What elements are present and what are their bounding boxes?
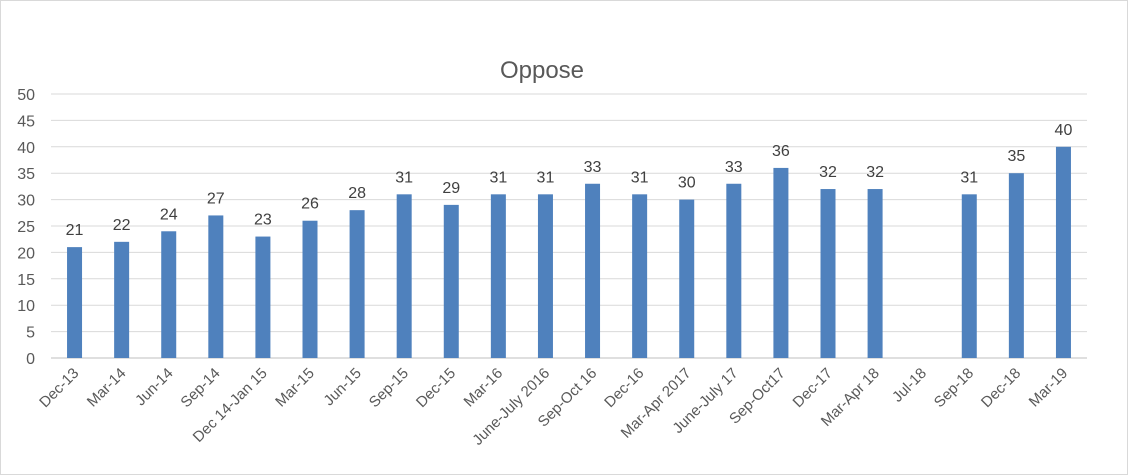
data-label: 36: [772, 143, 790, 160]
data-label: 31: [537, 169, 555, 186]
data-label: 31: [960, 169, 978, 186]
bar: [1008, 173, 1024, 358]
y-tick-label: 25: [17, 219, 35, 236]
x-tick-label: Sep-14: [177, 365, 223, 411]
y-tick-label: 35: [17, 166, 35, 183]
bar: [255, 236, 271, 358]
y-tick-label: 30: [17, 193, 35, 210]
bar: [820, 189, 836, 358]
data-label: 23: [254, 212, 272, 229]
data-label: 24: [160, 206, 178, 223]
bar: [1055, 146, 1071, 358]
data-label: 22: [113, 217, 131, 234]
y-tick-label: 10: [17, 298, 35, 315]
data-label: 40: [1055, 122, 1073, 139]
data-label: 28: [348, 185, 366, 202]
y-tick-label: 5: [26, 325, 35, 342]
x-tick-label: Dec-13: [36, 365, 82, 411]
data-label: 32: [866, 164, 884, 181]
gridlines: [51, 93, 1087, 359]
data-labels: 21 22 24 27 23 26 28 31 29 31 31 33 31 30 33 36 32 32 31 35…: [66, 122, 1073, 239]
bar: [961, 194, 977, 358]
data-label: 31: [395, 169, 413, 186]
bar: [443, 204, 459, 358]
bar: [396, 194, 412, 358]
data-label: 26: [301, 196, 319, 213]
x-tick-label: Dec-16: [601, 365, 647, 411]
data-label: 31: [631, 169, 649, 186]
data-label: 29: [442, 180, 460, 197]
x-tick-label: Mar-16: [461, 365, 507, 411]
data-label: 32: [819, 164, 837, 181]
x-tick-label: Mar-19: [1026, 365, 1072, 411]
data-label: 30: [678, 175, 696, 192]
y-tick-label: 20: [17, 245, 35, 262]
bar: [773, 167, 789, 358]
bar: [585, 183, 601, 358]
y-tick-label: 40: [17, 140, 35, 157]
bar: [67, 247, 83, 358]
bar: [490, 194, 506, 358]
x-tick-label: Dec-18: [978, 365, 1024, 411]
data-label: 35: [1007, 148, 1025, 165]
x-tick-label: Dec-17: [790, 365, 836, 411]
y-tick-label: 15: [17, 272, 35, 289]
data-label: 33: [584, 159, 602, 176]
x-tick-label: Jun-14: [132, 365, 176, 409]
bar: [679, 199, 695, 358]
bar: [161, 231, 177, 358]
x-tick-label: Dec-15: [413, 365, 459, 411]
bar: [726, 183, 742, 358]
data-label: 31: [489, 169, 507, 186]
chart-title: Oppose: [500, 57, 584, 84]
bar: [537, 194, 553, 358]
data-label: 21: [66, 222, 84, 239]
x-tick-label: Mar-15: [272, 365, 318, 411]
x-tick-label: Jul-18: [889, 365, 930, 406]
bars: [67, 146, 1071, 358]
bar: [632, 194, 648, 358]
bar: [349, 210, 365, 358]
x-tick-label: Sep-18: [931, 365, 977, 411]
x-tick-label: Sep-15: [366, 365, 412, 411]
bar: [302, 220, 318, 358]
y-tick-label: 50: [17, 87, 35, 104]
bar: [867, 189, 883, 358]
data-label: 33: [725, 159, 743, 176]
bar: [208, 215, 224, 358]
x-tick-label: Mar-14: [84, 365, 130, 411]
y-axis-ticks: 0 5 10 15 20 25 30 35 40 45 50: [17, 87, 35, 368]
x-tick-label: Jun-15: [320, 365, 364, 409]
bar: [114, 241, 130, 358]
y-tick-label: 45: [17, 113, 35, 130]
data-label: 27: [207, 190, 225, 207]
y-tick-label: 0: [26, 351, 35, 368]
